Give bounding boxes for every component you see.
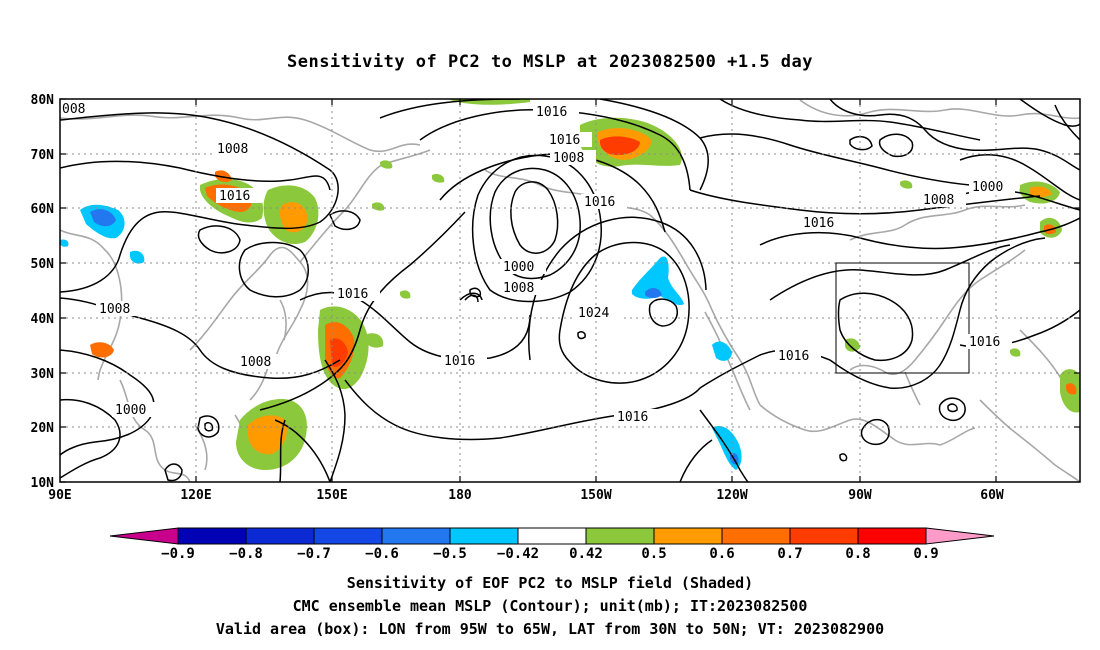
colorbar-swatch xyxy=(381,527,451,545)
colorbar-label: 0.5 xyxy=(641,546,666,562)
colorbar-swatch xyxy=(449,527,519,545)
colorbar-swatch xyxy=(925,527,995,545)
plot-frame xyxy=(59,98,1081,483)
colorbar-label: 0.6 xyxy=(709,546,734,562)
caption-line-3: Valid area (box): LON from 95W to 65W, L… xyxy=(216,620,884,638)
contour-label: 1008 xyxy=(99,302,130,317)
map-title: Sensitivity of PC2 to MSLP at 2023082500… xyxy=(287,52,813,72)
lat-tick-label: 50N xyxy=(31,257,55,272)
lon-tick-label: 60W xyxy=(980,488,1004,503)
contour-label-group: 008 1008 1016 1008 1000 1016 1016 1008 1… xyxy=(60,101,1015,425)
contour-label: 1000 xyxy=(503,260,534,275)
colorbar-swatch xyxy=(245,527,315,545)
axis-ticks xyxy=(60,98,1080,483)
contour-label: 008 xyxy=(62,102,85,117)
colorbar-swatch xyxy=(517,527,587,545)
lon-tick-label: 90W xyxy=(848,488,872,503)
colorbar-swatch xyxy=(653,527,723,545)
contour-label: 1016 xyxy=(617,410,648,425)
contour-label: 1016 xyxy=(969,335,1000,350)
colorbar-swatch xyxy=(585,527,655,545)
colorbar-label: 0.42 xyxy=(569,546,603,562)
contour-label: 1016 xyxy=(337,287,368,302)
colorbar-label: −0.9 xyxy=(161,546,195,562)
lat-tick-label: 40N xyxy=(31,312,55,327)
lat-tick-label: 10N xyxy=(31,476,55,491)
caption-line-1: Sensitivity of EOF PC2 to MSLP field (Sh… xyxy=(347,574,753,592)
caption-line-2: CMC ensemble mean MSLP (Contour); unit(m… xyxy=(293,597,808,615)
colorbar-swatch xyxy=(721,527,791,545)
lat-tick-label: 30N xyxy=(31,367,55,382)
colorbar-label: 0.8 xyxy=(845,546,870,562)
colorbar-swatch xyxy=(857,527,927,545)
contour-label: 1016 xyxy=(778,349,809,364)
contour-label: 1008 xyxy=(217,142,248,157)
contour-label: 1008 xyxy=(240,355,271,370)
colorbar-label: −0.7 xyxy=(297,546,331,562)
lon-tick-label: 120E xyxy=(180,488,211,503)
contour-label: 1016 xyxy=(803,216,834,231)
plot-area: 008 1008 1016 1008 1000 1016 1016 1008 1… xyxy=(60,99,1080,482)
lon-tick-label: 150W xyxy=(580,488,611,503)
contour-label: 1000 xyxy=(115,403,146,418)
colorbar-swatch xyxy=(109,527,179,545)
contour-label: 1016 xyxy=(549,133,580,148)
colorbar-swatch xyxy=(177,527,247,545)
colorbar-label: 0.7 xyxy=(777,546,802,562)
valid-area-box xyxy=(835,262,970,374)
lat-tick-label: 70N xyxy=(31,148,55,163)
colorbar-label: −0.6 xyxy=(365,546,399,562)
contour-label: 1016 xyxy=(444,354,475,369)
contour-label: 1008 xyxy=(503,281,534,296)
lon-tick-label: 180 xyxy=(448,488,472,503)
longitude-labels: 90E 120E 150E 180 150W 120W 90W 60W xyxy=(48,488,1004,503)
colorbar-swatch xyxy=(789,527,859,545)
contour-label: 1000 xyxy=(972,180,1003,195)
colorbar-label: −0.8 xyxy=(229,546,263,562)
colorbar-label: −0.42 xyxy=(497,546,539,562)
lat-tick-label: 80N xyxy=(31,93,55,108)
contour-label: 1008 xyxy=(923,193,954,208)
latitude-labels: 80N 70N 60N 50N 40N 30N 20N 10N xyxy=(31,93,55,491)
lon-tick-label: 120W xyxy=(716,488,747,503)
colorbar: −0.9 −0.8 −0.7 −0.6 −0.5 −0.42 0.42 0.5 0.6 0.7 0.… xyxy=(109,527,995,562)
contour-label: 1016 xyxy=(584,195,615,210)
lat-tick-label: 60N xyxy=(31,202,55,217)
contour-label: 1016 xyxy=(219,189,250,204)
contour-label: 1016 xyxy=(536,105,567,120)
colorbar-swatch xyxy=(313,527,383,545)
colorbar-label: −0.5 xyxy=(433,546,467,562)
lat-tick-label: 20N xyxy=(31,421,55,436)
colorbar-label: 0.9 xyxy=(913,546,938,562)
lon-tick-label: 150E xyxy=(316,488,347,503)
lon-tick-label: 90E xyxy=(48,488,71,503)
contour-label: 1024 xyxy=(578,306,609,321)
contour-label: 1008 xyxy=(553,151,584,166)
